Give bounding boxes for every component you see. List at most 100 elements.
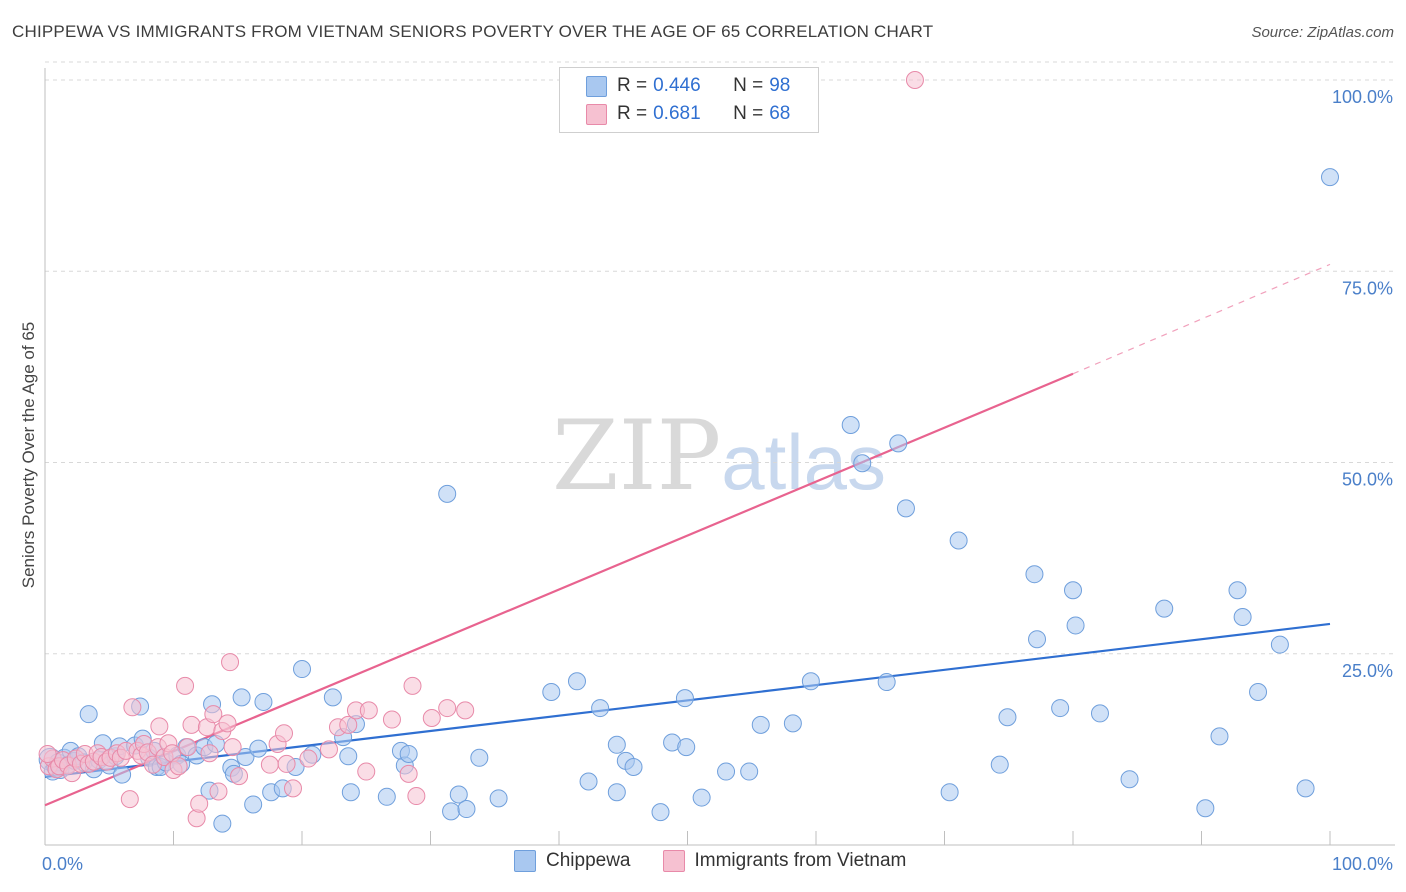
chippewa-point: [783, 714, 802, 733]
r-label: R =: [617, 75, 648, 96]
vietnam-point: [169, 757, 188, 776]
vietnam-point: [200, 744, 219, 763]
chippewa-point: [254, 692, 273, 711]
vietnam-point: [403, 676, 422, 695]
vietnam-point: [176, 676, 195, 695]
legend-row-vietnam: R = 0.681 N = 68: [586, 100, 831, 128]
chippewa-point: [841, 416, 860, 435]
vietnam-point: [204, 705, 223, 724]
legend-label: Chippewa: [546, 850, 631, 871]
y-axis-label: Seniors Poverty Over the Age of 65: [19, 322, 38, 588]
chippewa-point: [801, 672, 820, 691]
chippewa-point: [889, 434, 908, 453]
chippewa-point: [677, 738, 696, 757]
chippewa-point: [232, 688, 251, 707]
y-tick-label: 25.0%: [1342, 661, 1393, 681]
y-tick-label: 50.0%: [1342, 470, 1393, 490]
gridlines: [45, 61, 1395, 655]
chippewa-point: [591, 699, 610, 718]
n-value: 68: [769, 103, 791, 124]
vietnam-point: [407, 787, 426, 806]
vietnam-point: [221, 653, 240, 672]
vietnam-point: [422, 709, 441, 728]
source-credit: Source: ZipAtlas.com: [1251, 24, 1394, 41]
data-points: [38, 71, 1339, 833]
chippewa-swatch: [514, 850, 536, 872]
chippewa-point: [249, 739, 268, 758]
r-value: 0.446: [653, 75, 701, 96]
chippewa-point: [1155, 599, 1174, 618]
n-label: N =: [733, 75, 764, 96]
vietnam-point: [456, 701, 475, 720]
trend-lines: [44, 263, 1331, 807]
chippewa-point: [1051, 699, 1070, 718]
chippewa-point: [442, 802, 461, 821]
chippewa-point: [624, 757, 643, 776]
vietnam-point: [260, 755, 279, 774]
chippewa-point: [998, 708, 1017, 727]
chippewa-point: [449, 785, 468, 804]
n-label: N =: [733, 103, 764, 124]
vietnam-point: [230, 767, 249, 786]
chippewa-point: [853, 454, 872, 473]
r-label: R =: [617, 103, 648, 124]
vietnam-point: [319, 740, 338, 759]
y-tick-label: 75.0%: [1342, 278, 1393, 298]
vietnam-point: [38, 744, 57, 763]
y-tick-label: 100.0%: [1332, 87, 1393, 107]
chippewa-point: [457, 800, 476, 819]
chippewa-point: [293, 660, 311, 679]
chippewa-point: [438, 484, 457, 503]
vietnam-point: [299, 749, 318, 768]
vietnam-point: [438, 699, 457, 718]
vietnam-point: [277, 754, 296, 773]
vietnam-point: [275, 724, 294, 743]
vietnam-point: [399, 764, 418, 783]
chippewa-point: [377, 787, 396, 806]
legend-item-chippewa[interactable]: Chippewa: [514, 850, 631, 872]
chippewa-point: [740, 762, 759, 781]
chippewa-point: [1025, 565, 1044, 584]
vietnam-point: [150, 717, 169, 736]
chippewa-point: [877, 673, 896, 692]
chippewa-point: [1321, 168, 1339, 187]
chippewa-point: [244, 795, 263, 814]
vietnam-swatch: [662, 850, 685, 872]
chippewa-point: [940, 783, 959, 802]
chippewa-point: [896, 499, 915, 518]
chart-title: CHIPPEWA VS IMMIGRANTS FROM VIETNAM SENI…: [12, 22, 934, 41]
r-value: 0.681: [653, 103, 701, 124]
chippewa-point: [399, 744, 418, 763]
chippewa-point: [542, 683, 561, 701]
chippewa-point: [339, 747, 358, 766]
chippewa-point: [113, 765, 132, 784]
vietnam-point: [223, 738, 242, 757]
chippewa-point: [1296, 779, 1315, 798]
chippewa-point: [1090, 704, 1109, 723]
chippewa-point: [990, 755, 1009, 774]
chippewa-point: [79, 705, 98, 724]
vietnam-point: [359, 701, 378, 720]
chippewa-point: [1196, 799, 1215, 818]
chippewa-point: [1228, 581, 1247, 600]
chippewa-point: [1249, 683, 1268, 701]
vietnam-point: [182, 715, 201, 734]
n-value: 98: [769, 75, 791, 96]
series-legend: Chippewa Immigrants from Vietnam: [514, 850, 938, 872]
vietnam-trend-extension: [1072, 263, 1331, 375]
chippewa-point: [1270, 635, 1289, 654]
chippewa-point: [651, 803, 670, 822]
legend-label: Immigrants from Vietnam: [694, 850, 907, 871]
vietnam-point: [123, 698, 142, 717]
chippewa-point: [567, 672, 586, 691]
vietnam-point: [339, 715, 358, 734]
x-tick-label: 100.0%: [1332, 854, 1393, 874]
vietnam-point: [120, 790, 139, 809]
vietnam-point: [209, 782, 228, 801]
legend-item-vietnam[interactable]: Immigrants from Vietnam: [662, 850, 907, 872]
chippewa-point: [607, 783, 626, 802]
chippewa-point: [579, 772, 598, 791]
chippewa-swatch: [586, 75, 607, 97]
chippewa-point: [213, 814, 232, 833]
chippewa-point: [489, 789, 508, 808]
